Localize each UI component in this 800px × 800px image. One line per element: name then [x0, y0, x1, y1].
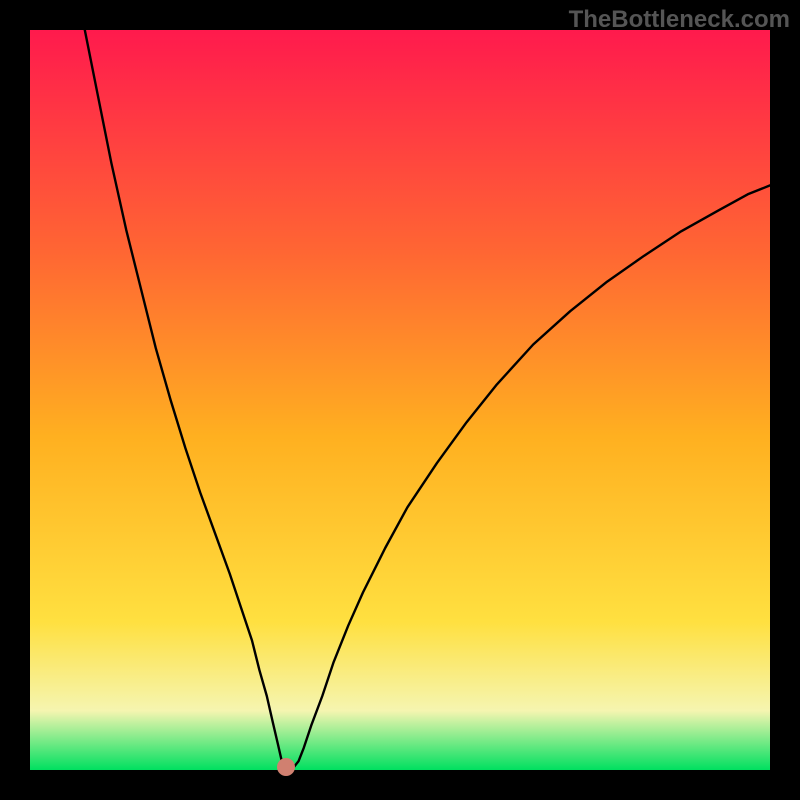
plot-area	[30, 30, 770, 770]
min-marker	[277, 758, 295, 776]
frame: TheBottleneck.com	[0, 0, 800, 800]
watermark: TheBottleneck.com	[569, 6, 790, 34]
